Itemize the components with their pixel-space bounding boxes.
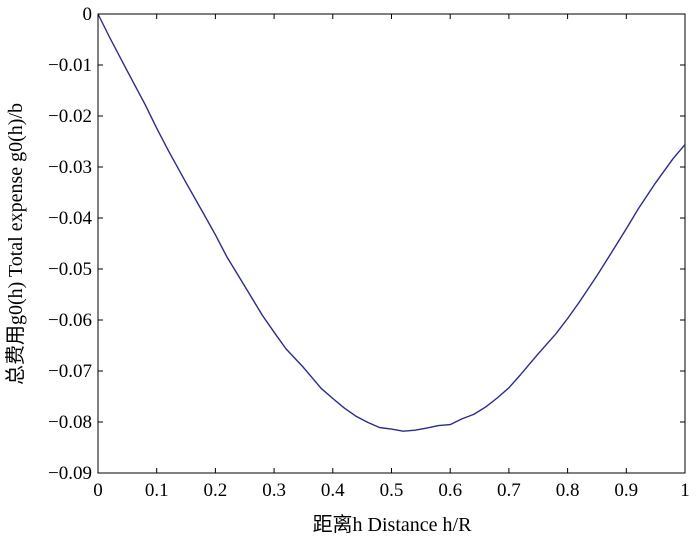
plot-frame xyxy=(97,13,686,474)
y-axis-label: 总费用g0(h) Total expense g0(h)/b xyxy=(4,103,27,385)
x-tick-label: 0.2 xyxy=(204,480,228,501)
x-tick-label: 0.1 xyxy=(145,480,169,501)
y-tick-label: −0.01 xyxy=(48,55,92,76)
x-tick-label: 0.7 xyxy=(497,480,521,501)
plot-area xyxy=(97,13,686,474)
y-tick-label: −0.07 xyxy=(48,361,92,382)
y-tick-label: −0.03 xyxy=(48,157,92,178)
y-tick-label: −0.05 xyxy=(48,259,92,280)
y-axis-ticks: 0 −0.01 −0.02 −0.03 −0.04 −0.05 −0.06 −0.07 −0.0… xyxy=(48,4,685,484)
x-tick-label: 0 xyxy=(93,480,103,501)
y-tick-label: −0.06 xyxy=(48,310,92,331)
y-tick-label: −0.02 xyxy=(48,106,92,127)
series-line xyxy=(97,13,686,432)
series-layer xyxy=(97,13,686,432)
x-tick-label: 0.3 xyxy=(262,480,286,501)
y-tick-label: −0.08 xyxy=(48,412,92,433)
y-tick-label: −0.09 xyxy=(48,463,92,484)
x-axis-ticks: 0 0.1 0.2 0.3 0.4 0.5 0.6 0.7 0.8 0.9 1 xyxy=(93,14,690,501)
x-tick-label: 0.4 xyxy=(321,480,345,501)
y-tick-label: −0.04 xyxy=(48,208,92,229)
x-tick-label: 0.8 xyxy=(556,480,580,501)
x-axis-label: 距离h Distance h/R xyxy=(313,513,473,536)
x-tick-label: 0.9 xyxy=(614,480,638,501)
x-tick-label: 1 xyxy=(680,480,690,501)
x-tick-label: 0.5 xyxy=(380,480,404,501)
y-tick-label: 0 xyxy=(83,4,93,25)
x-tick-label: 0.6 xyxy=(438,480,462,501)
